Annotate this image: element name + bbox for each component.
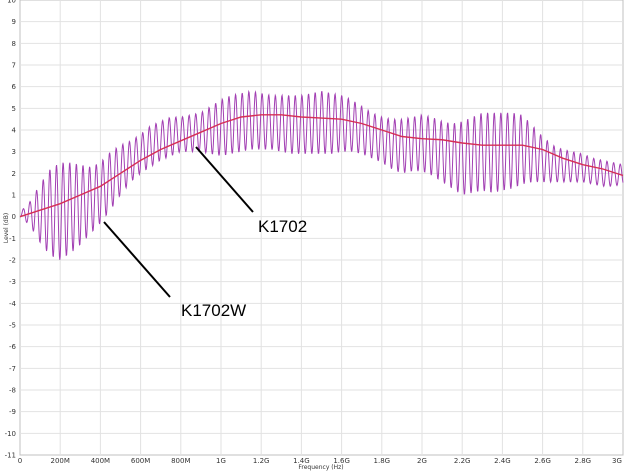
y-axis-label: Level (dB) [3,213,10,243]
x-tick-label: 1G [216,457,226,465]
y-tick-label: -6 [9,343,17,351]
y-tick-label: -10 [5,430,16,438]
y-tick-label: -1 [9,235,16,243]
y-tick-label: 6 [12,83,17,91]
x-tick-label: 0 [18,457,22,465]
y-tick-label: -2 [9,257,16,265]
x-tick-label: 1.2G [253,457,270,465]
y-tick-label: 7 [12,62,16,70]
x-tick-label: 2.2G [454,457,471,465]
y-tick-label: -11 [5,452,16,460]
annotation-label-k1702w: K1702W [181,301,246,320]
annotation-label-k1702: K1702 [258,217,307,236]
annotation-pointer-k1702w [103,221,171,298]
y-tick-label: 1 [12,192,16,200]
y-tick-label: 10 [7,0,16,5]
x-tick-label: 2G [417,457,427,465]
x-tick-label: 1.8G [374,457,391,465]
series-line-k1702w [19,89,624,260]
x-tick-label: 800M [171,457,190,465]
x-tick-label: 3G [612,457,622,465]
y-tick-label: -5 [9,322,16,330]
grid [20,0,623,455]
y-tick-label: -7 [9,365,16,373]
x-tick-labels: 0 200M 400M 600M 800M 1G 1.2G 1.4G 1.6G 1.8G 2G 2.2… [18,457,622,465]
y-tick-label: -8 [9,387,16,395]
y-tick-label: 8 [12,40,16,48]
x-tick-label: 2.4G [494,457,511,465]
y-tick-label: 9 [12,18,16,26]
y-tick-label: -3 [9,278,16,286]
y-tick-label: 4 [12,127,17,135]
x-tick-label: 200M [50,457,69,465]
x-tick-label: 400M [91,457,110,465]
x-tick-label: 1.4G [293,457,310,465]
y-tick-label: 0 [12,213,16,221]
y-tick-label: 3 [12,148,16,156]
x-tick-label: 600M [131,457,150,465]
x-tick-label: 2.8G [575,457,592,465]
x-axis-label: Frequency (Hz) [298,464,343,471]
y-tick-label: 5 [12,105,16,113]
plot-area [19,0,624,456]
series-line-k1702 [19,114,624,218]
y-tick-label: -4 [9,300,17,308]
y-tick-label: -9 [9,408,16,416]
annotation-pointer-k1702 [195,146,254,213]
x-tick-label: 1.6G [333,457,350,465]
series-group [19,89,624,260]
y-tick-label: 2 [12,170,16,178]
x-tick-label: 2.6G [534,457,551,465]
